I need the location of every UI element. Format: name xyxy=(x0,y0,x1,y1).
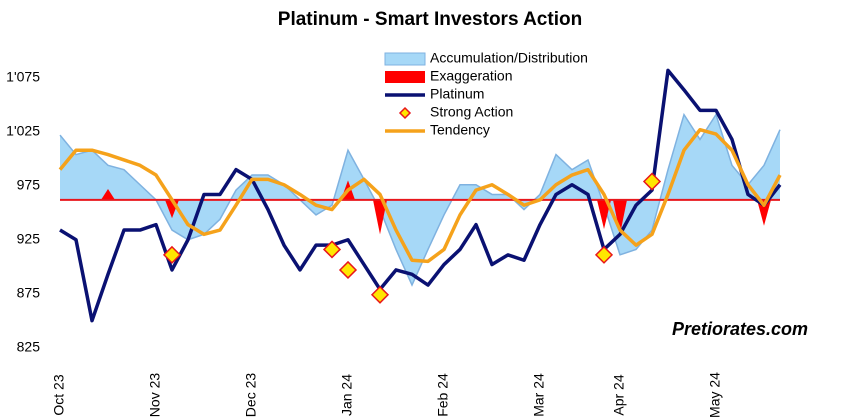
x-tick-label: Dec 23 xyxy=(243,373,259,418)
exaggeration xyxy=(373,199,387,235)
y-tick-label: 825 xyxy=(17,338,41,354)
x-tick-label: Apr 24 xyxy=(611,374,627,415)
strong-action-marker xyxy=(322,240,342,259)
x-tick-label: Feb 24 xyxy=(435,373,451,417)
y-tick-label: 875 xyxy=(17,284,41,300)
legend-label: Strong Action xyxy=(430,104,513,120)
legend-label: Platinum xyxy=(430,86,484,102)
strong-action-marker xyxy=(370,285,390,304)
legend-label: Tendency xyxy=(430,122,490,138)
y-tick-label: 975 xyxy=(17,177,41,193)
line xyxy=(58,127,782,264)
strong-action-marker xyxy=(338,260,358,280)
legend-swatch xyxy=(398,106,412,120)
exaggeration xyxy=(101,189,115,200)
exaggeration xyxy=(757,199,771,226)
y-tick-label: 925 xyxy=(17,230,41,246)
exaggeration xyxy=(597,199,611,229)
strong-action-marker xyxy=(162,245,182,264)
chart-title: Platinum - Smart Investors Action xyxy=(278,9,582,30)
x-tick-label: Mar 24 xyxy=(531,373,547,417)
exaggeration xyxy=(613,199,627,235)
legend-swatch xyxy=(384,52,426,66)
x-tick-label: Oct 23 xyxy=(51,374,67,415)
x-tick-label: Jan 24 xyxy=(339,374,355,416)
legend-swatch xyxy=(385,71,425,83)
legend-label: Accumulation/Distribution xyxy=(430,50,588,66)
strong-action-marker xyxy=(594,245,614,264)
y-tick-label: 1'075 xyxy=(6,69,40,85)
y-tick-label: 1'025 xyxy=(6,123,40,139)
x-tick-label: May 24 xyxy=(707,372,723,418)
strong-action-marker xyxy=(642,172,662,191)
x-tick-label: Nov 23 xyxy=(147,373,163,418)
watermark: Pretiorates.com xyxy=(672,319,808,339)
legend-label: Exaggeration xyxy=(430,68,513,84)
